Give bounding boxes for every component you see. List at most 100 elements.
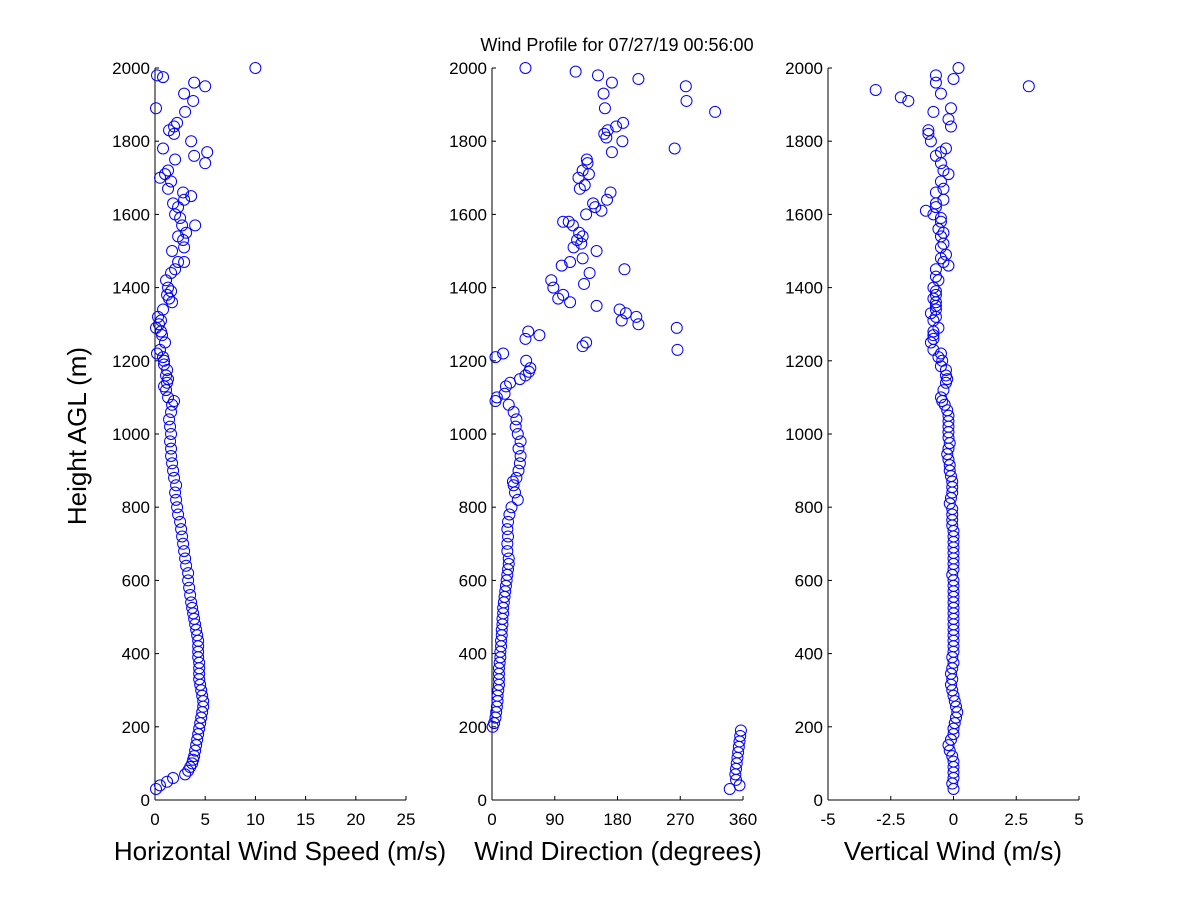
data-point bbox=[619, 307, 632, 320]
data-point bbox=[502, 557, 515, 570]
x-tick-label: 90 bbox=[545, 810, 564, 829]
data-point bbox=[936, 354, 949, 367]
data-point bbox=[163, 413, 176, 426]
data-point bbox=[186, 601, 199, 614]
data-point bbox=[165, 449, 178, 462]
data-point bbox=[582, 168, 595, 181]
data-point bbox=[178, 255, 191, 268]
data-point bbox=[927, 332, 940, 345]
data-point bbox=[937, 384, 950, 397]
x-tick-label: 2.5 bbox=[1004, 810, 1028, 829]
data-point bbox=[161, 363, 174, 376]
data-point bbox=[512, 464, 525, 477]
data-point bbox=[929, 288, 942, 301]
data-point bbox=[601, 124, 614, 137]
data-point bbox=[490, 391, 503, 404]
data-point bbox=[167, 464, 180, 477]
data-point bbox=[176, 530, 189, 543]
data-point bbox=[166, 296, 179, 309]
data-point bbox=[934, 360, 947, 373]
data-point bbox=[519, 332, 532, 345]
data-point bbox=[501, 523, 514, 536]
data-point bbox=[610, 120, 623, 133]
x-tick-label: 360 bbox=[729, 810, 757, 829]
data-point bbox=[929, 186, 942, 199]
data-point bbox=[573, 182, 586, 195]
data-point bbox=[157, 351, 170, 364]
data-point bbox=[944, 733, 957, 746]
data-point bbox=[180, 559, 193, 572]
data-point bbox=[581, 157, 594, 170]
data-point bbox=[869, 83, 882, 96]
data-point bbox=[160, 274, 173, 287]
data-point bbox=[514, 449, 527, 462]
data-point bbox=[578, 179, 591, 192]
y-tick-label: 1000 bbox=[112, 425, 150, 444]
data-point bbox=[172, 508, 185, 521]
data-point bbox=[547, 281, 560, 294]
data-point bbox=[1022, 80, 1035, 93]
data-point bbox=[158, 358, 171, 371]
data-point bbox=[164, 435, 177, 448]
data-point bbox=[576, 252, 589, 265]
data-point bbox=[161, 775, 174, 788]
data-point bbox=[590, 245, 603, 257]
data-point bbox=[946, 508, 959, 521]
data-point bbox=[947, 689, 960, 702]
data-point bbox=[630, 310, 643, 323]
data-point bbox=[709, 105, 722, 118]
data-point bbox=[165, 428, 178, 440]
y-tick-label: 200 bbox=[459, 718, 487, 737]
data-point bbox=[249, 62, 262, 74]
y-tick-label: 1400 bbox=[112, 279, 150, 298]
panel-vertical-wind: 0 200 400 600 800 1000 1200 1400 1600 1800 2000 -5 -… bbox=[785, 59, 1084, 866]
data-point bbox=[680, 94, 693, 107]
data-point bbox=[151, 347, 164, 360]
data-point bbox=[502, 552, 515, 565]
data-point bbox=[519, 62, 532, 74]
data-point bbox=[572, 171, 585, 184]
data-point bbox=[178, 87, 191, 100]
data-point bbox=[157, 71, 170, 84]
data-point bbox=[576, 340, 589, 353]
data-point bbox=[557, 288, 570, 301]
data-point bbox=[164, 420, 177, 433]
data-point bbox=[937, 237, 950, 250]
data-point bbox=[947, 722, 960, 735]
data-point bbox=[169, 263, 182, 276]
data-point bbox=[159, 168, 172, 181]
data-point bbox=[934, 157, 947, 170]
axes-horizontal-wind-speed: 0 200 400 600 800 1000 1200 1400 1600 1800 2000 0 5 1… bbox=[112, 59, 415, 829]
data-point bbox=[511, 493, 524, 506]
data-point bbox=[927, 208, 940, 221]
data-point bbox=[156, 329, 169, 342]
data-point bbox=[948, 695, 961, 708]
data-point bbox=[165, 442, 178, 455]
data-point bbox=[510, 413, 523, 426]
x-tick-label: 0 bbox=[949, 810, 958, 829]
x-tick-label: 15 bbox=[296, 810, 315, 829]
data-point bbox=[601, 193, 614, 206]
data-point bbox=[605, 76, 618, 89]
data-point bbox=[580, 153, 593, 166]
data-point bbox=[922, 124, 935, 137]
data-point bbox=[598, 102, 611, 115]
data-point bbox=[502, 515, 515, 528]
data-point bbox=[924, 336, 937, 349]
data-point bbox=[937, 164, 950, 177]
data-point bbox=[932, 274, 945, 287]
data-point bbox=[188, 149, 201, 162]
data-point bbox=[184, 589, 197, 602]
data-point bbox=[169, 153, 182, 166]
data-point bbox=[932, 223, 945, 236]
data-point bbox=[942, 409, 955, 422]
panel-wind-direction: 0 200 400 600 800 1000 1200 1400 1600 1800 2000 0 90… bbox=[449, 59, 762, 866]
x-tick-label: 5 bbox=[1074, 810, 1083, 829]
data-point bbox=[902, 94, 915, 107]
y-tick-label: 600 bbox=[795, 571, 823, 590]
data-point bbox=[583, 266, 596, 279]
data-point bbox=[162, 391, 175, 404]
data-point bbox=[929, 303, 942, 316]
data-point bbox=[501, 545, 514, 558]
axes-wind-direction: 0 200 400 600 800 1000 1200 1400 1600 1800 2000 0 90… bbox=[449, 59, 757, 829]
